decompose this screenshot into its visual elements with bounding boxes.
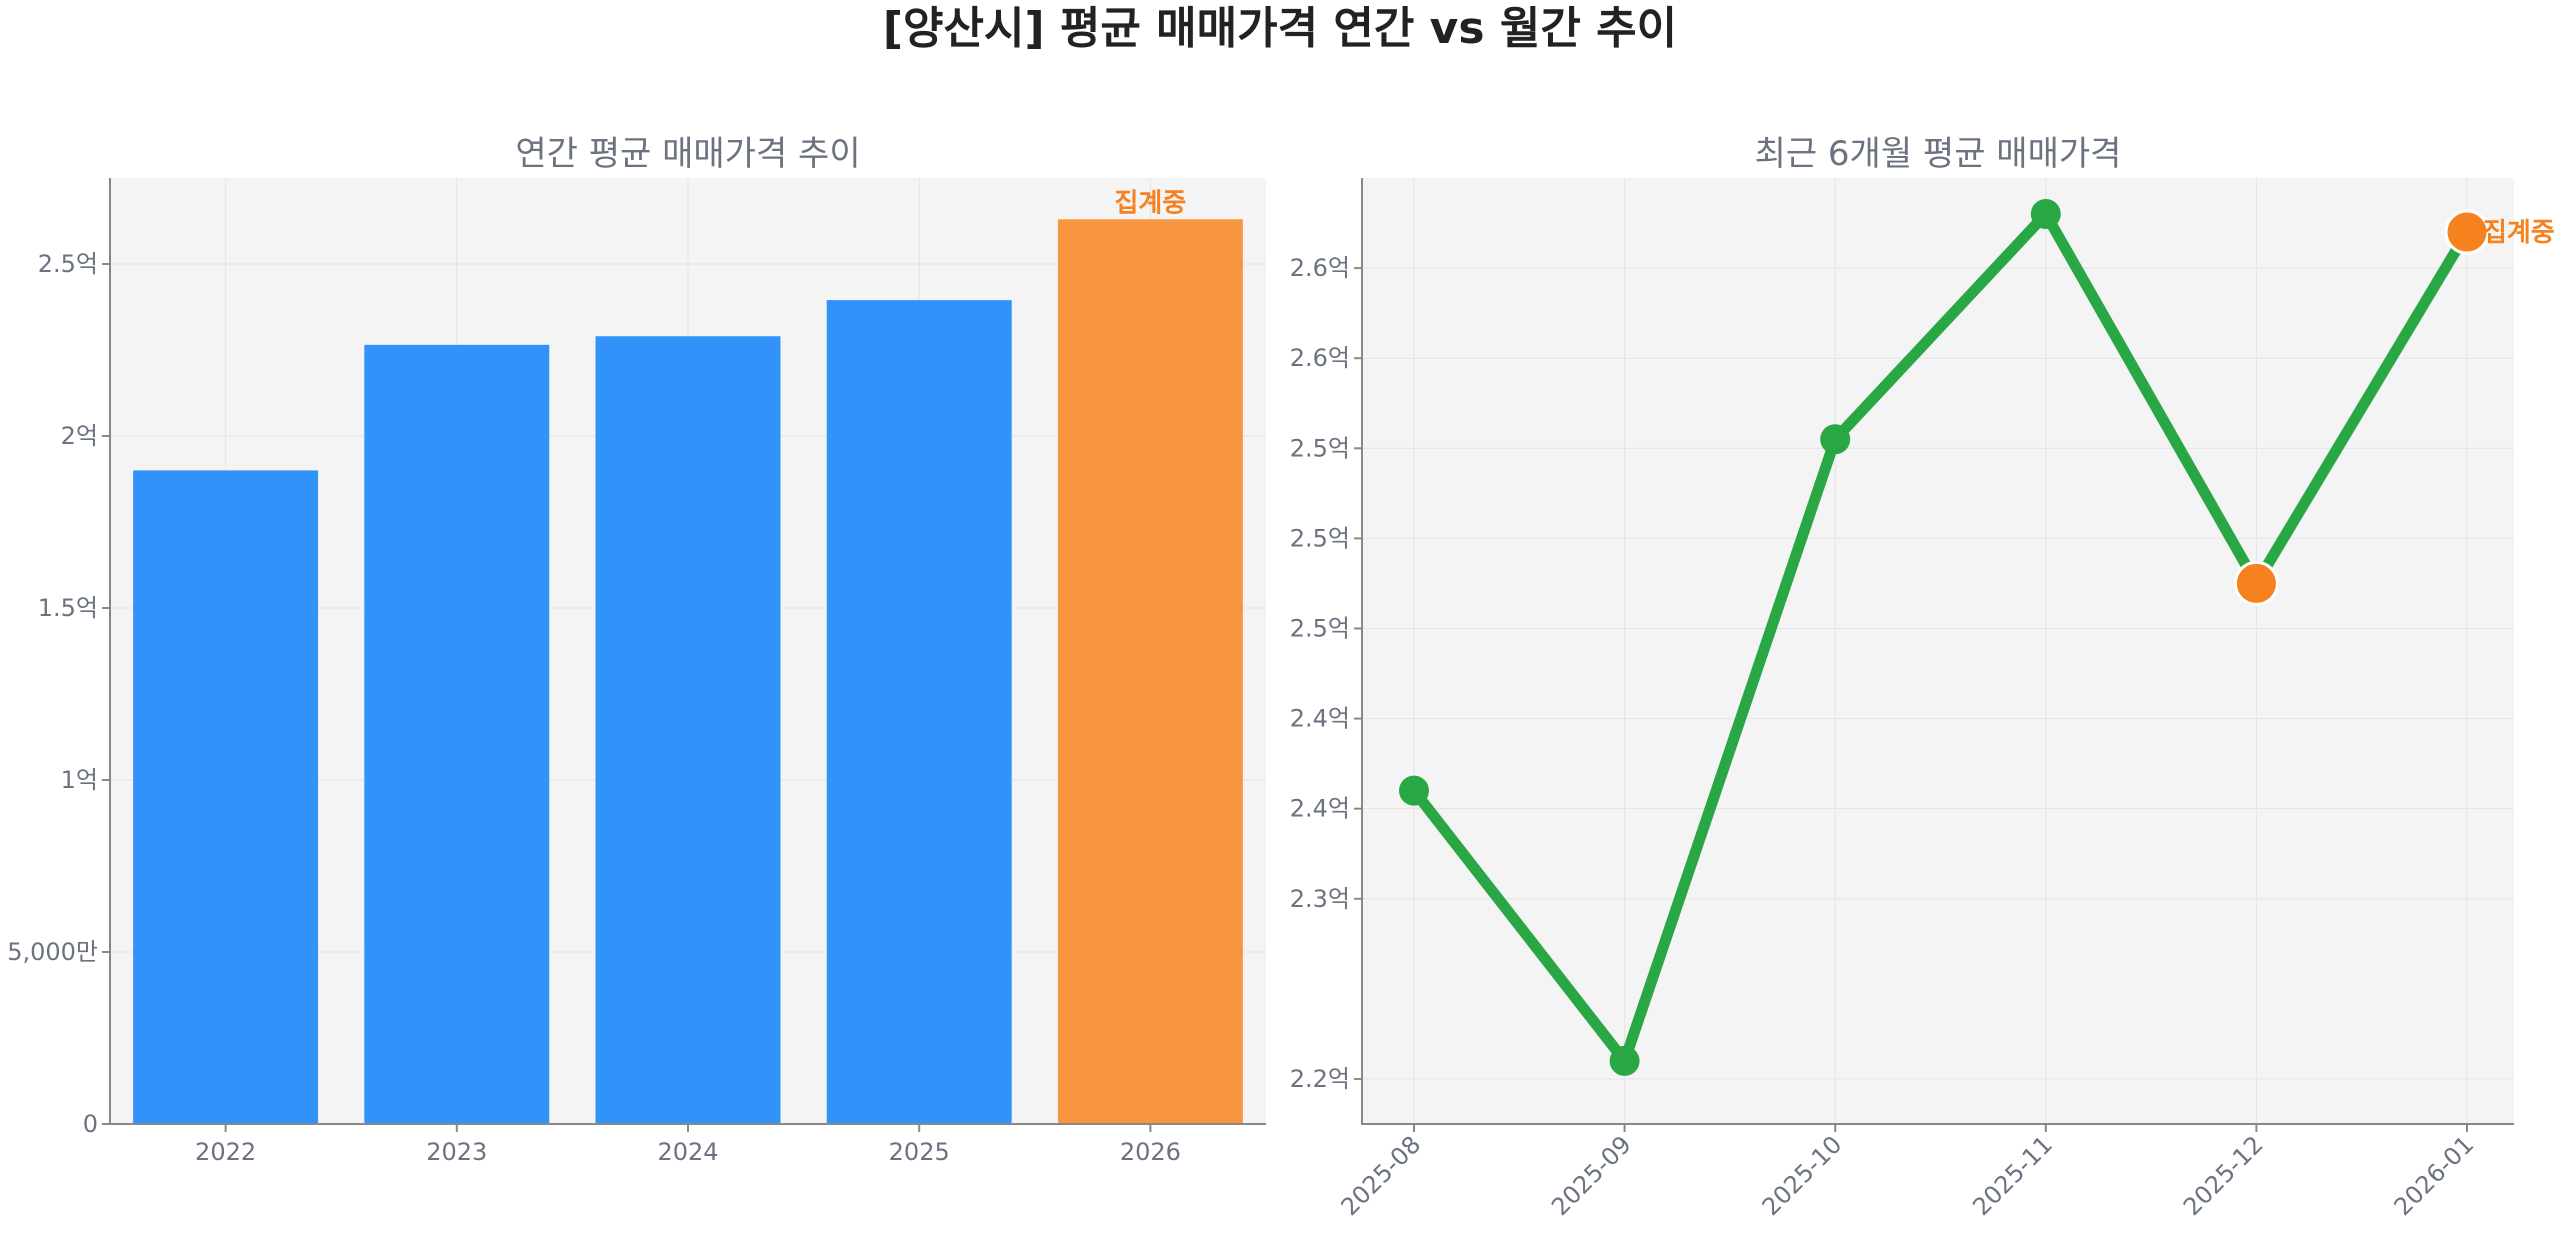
annual-chart-title: 연간 평균 매매가격 추이 (515, 134, 860, 174)
annual-y-axis: 0 5,000만 1억 1.5억 2억 2.5억 (7, 250, 110, 1138)
monthly-plot-area (1362, 178, 2514, 1124)
monthly-point-2025-08 (1399, 775, 1429, 806)
annual-y-tick-label: 0 (83, 1110, 98, 1138)
monthly-y-tick-label: 2.3억 (1290, 885, 1350, 913)
annual-x-tick-label: 2023 (426, 1138, 487, 1166)
annual-x-tick-label: 2022 (195, 1138, 256, 1166)
monthly-point-2026-01 (2444, 209, 2490, 255)
annual-x-tick-label: 2026 (1120, 1138, 1181, 1166)
monthly-y-axis: 2.2억 2.3억 2.4억 2.4억 2.5억 2.5억 2.5억 2.6억 2.6억 (1290, 254, 1362, 1093)
monthly-x-tick-label: 2025-11 (1967, 1130, 2058, 1221)
monthly-point-2025-11 (2030, 199, 2061, 230)
monthly-series (1399, 199, 2490, 1076)
monthly-x-tick-label: 2025-08 (1336, 1130, 1427, 1221)
annual-axes (109, 178, 1266, 1125)
monthly-x-tick-label: 2025-09 (1546, 1130, 1637, 1221)
monthly-chart-title: 최근 6개월 평균 매매가격 (1755, 134, 2122, 174)
figure-title: [양산시] 평균 매매가격 연간 vs 월간 추이 (883, 3, 1677, 54)
monthly-y-tick-label: 2.2억 (1290, 1065, 1350, 1093)
annual-y-tick-label: 1억 (61, 766, 98, 794)
annual-y-tick-label: 5,000만 (7, 938, 98, 966)
annual-x-axis: 2022 2023 2024 2025 2026 (195, 1124, 1181, 1166)
monthly-y-tick-label: 2.6억 (1290, 254, 1350, 282)
monthly-y-tick-label: 2.5억 (1290, 524, 1350, 552)
annual-x-tick-label: 2025 (889, 1138, 950, 1166)
monthly-x-tick-label: 2025-12 (2178, 1130, 2269, 1221)
monthly-axes (1361, 178, 2514, 1125)
annual-y-tick-label: 2.5억 (38, 250, 98, 278)
monthly-gridlines (1362, 178, 2514, 1124)
annual-bar-2025 (826, 300, 1012, 1124)
monthly-x-axis: 2025-08 2025-09 2025-10 2025-11 2025-12 2026-… (1336, 1124, 2480, 1221)
monthly-line-chart: 최근 6개월 평균 매매가격 2.2억2.3억2.4억2.4억2.5억2.5억2… (1290, 134, 2555, 1221)
monthly-x-tick-label: 2026-01 (2389, 1130, 2480, 1221)
annual-bars (133, 219, 1243, 1125)
monthly-point-2025-12 (2233, 560, 2279, 606)
monthly-series-line (1408, 204, 2473, 1073)
annual-annotation: 집계중 (1115, 188, 1187, 218)
monthly-y-tick-label: 2.5억 (1290, 614, 1350, 642)
annual-y-tick-label: 2억 (61, 422, 98, 450)
monthly-point-2025-09 (1609, 1045, 1640, 1076)
monthly-annotation: 집계중 (2483, 218, 2555, 248)
annual-y-tick-label: 1.5억 (38, 594, 98, 622)
monthly-y-tick-label: 2.4억 (1290, 795, 1350, 823)
monthly-point-2025-10 (1820, 424, 1851, 455)
monthly-y-tick-label: 2.5억 (1290, 434, 1350, 462)
monthly-y-tick-label: 2.6억 (1290, 344, 1350, 372)
annual-bar-2026 (1057, 219, 1243, 1124)
annual-bar-2022 (133, 470, 319, 1124)
monthly-x-tick-label: 2025-10 (1757, 1130, 1848, 1221)
annual-x-tick-label: 2024 (657, 1138, 718, 1166)
annual-bar-2024 (595, 336, 781, 1124)
annual-bar-2023 (364, 344, 550, 1125)
monthly-y-tick-label: 2.4억 (1290, 705, 1350, 733)
